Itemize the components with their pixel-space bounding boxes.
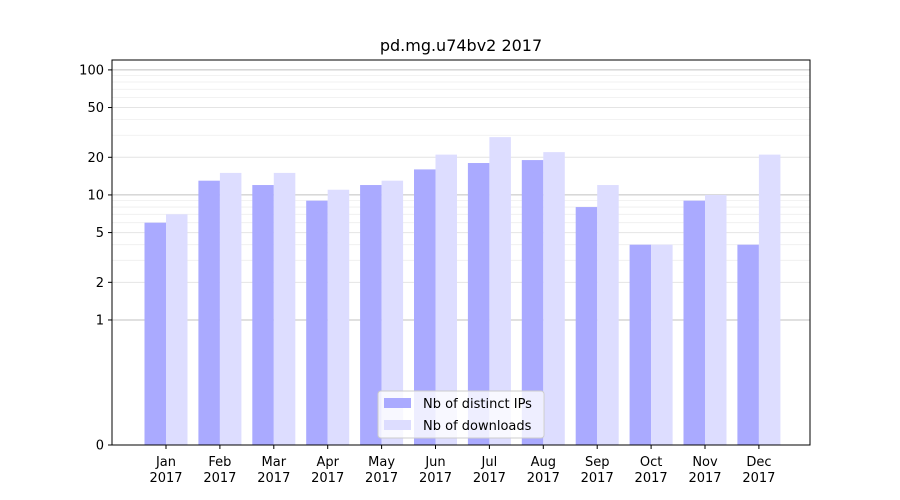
bar-distinct-ips xyxy=(683,200,705,445)
y-axis: 0 1 2 5 10 20 50 100 xyxy=(79,63,112,454)
legend-swatch-downloads xyxy=(384,420,411,430)
bar-downloads xyxy=(273,172,296,445)
legend-swatch-distinct-ips xyxy=(384,398,411,408)
bar-downloads xyxy=(758,154,781,446)
bar-downloads xyxy=(489,137,511,445)
x-tick-label-year: 2017 xyxy=(635,471,668,486)
chart-title: pd.mg.u74bv2 2017 xyxy=(380,36,542,55)
x-tick-label-month: Jun xyxy=(424,455,445,470)
bar-downloads xyxy=(166,214,188,445)
legend-box xyxy=(377,390,545,439)
bar-distinct-ips xyxy=(575,207,598,445)
x-tick-label-month: Dec xyxy=(746,455,771,470)
bar-distinct-ips xyxy=(521,160,544,445)
x-tick-label-year: 2017 xyxy=(311,471,344,486)
y-tick-label: 50 xyxy=(87,101,104,116)
y-tick-label: 0 xyxy=(96,439,104,454)
legend: Nb of distinct IPs Nb of downloads xyxy=(377,390,545,439)
bar-distinct-ips xyxy=(360,185,382,445)
x-tick-label-month: Jan xyxy=(155,455,176,470)
x-tick-label-month: May xyxy=(368,455,395,470)
x-tick-label-year: 2017 xyxy=(257,471,290,486)
plot-frame xyxy=(111,59,811,446)
x-tick-label-year: 2017 xyxy=(527,471,560,486)
x-tick-label-year: 2017 xyxy=(149,471,182,486)
y-tick-label: 100 xyxy=(79,63,104,78)
x-tick-label-month: Nov xyxy=(692,455,718,470)
x-tick-label-month: Feb xyxy=(208,455,231,470)
x-tick-label-month: Oct xyxy=(640,455,662,470)
bar-distinct-ips xyxy=(198,180,220,445)
bars xyxy=(144,137,781,446)
bar-downloads xyxy=(435,154,457,446)
bar-distinct-ips xyxy=(629,244,652,445)
x-tick-label-year: 2017 xyxy=(581,471,614,486)
bar-downloads xyxy=(381,180,404,445)
legend-label-downloads: Nb of downloads xyxy=(423,419,532,434)
bar-distinct-ips xyxy=(144,222,166,445)
x-tick-label-month: Apr xyxy=(316,455,339,470)
bar-downloads xyxy=(651,244,673,445)
bar-downloads xyxy=(543,152,565,445)
y-tick-label: 10 xyxy=(87,188,104,203)
x-tick-label-year: 2017 xyxy=(365,471,398,486)
x-tick-label-month: Aug xyxy=(531,455,556,470)
bar-distinct-ips xyxy=(467,163,490,445)
bar-distinct-ips xyxy=(414,169,436,445)
x-tick-label-year: 2017 xyxy=(473,471,506,486)
y-tick-label: 1 xyxy=(96,313,104,328)
x-axis: Jan2017Feb2017Mar2017Apr2017May2017Jun20… xyxy=(149,445,775,486)
bar-distinct-ips xyxy=(737,244,759,445)
bar-downloads xyxy=(327,189,350,445)
y-tick-label: 2 xyxy=(96,276,104,291)
y-tick-label: 20 xyxy=(87,151,104,166)
y-tick-label: 5 xyxy=(96,226,104,241)
bar-downloads xyxy=(597,185,619,445)
legend-label-distinct-ips: Nb of distinct IPs xyxy=(423,397,532,412)
x-tick-label-month: Jul xyxy=(481,455,498,470)
x-tick-label-year: 2017 xyxy=(742,471,775,486)
bar-downloads xyxy=(219,172,242,445)
x-tick-label-year: 2017 xyxy=(419,471,452,486)
bar-distinct-ips xyxy=(252,185,274,445)
x-tick-label-month: Sep xyxy=(585,455,610,470)
bar-downloads xyxy=(705,194,727,445)
x-tick-label-year: 2017 xyxy=(203,471,236,486)
bar-distinct-ips xyxy=(306,200,328,445)
x-tick-label-month: Mar xyxy=(262,455,287,470)
x-tick-label-year: 2017 xyxy=(688,471,721,486)
